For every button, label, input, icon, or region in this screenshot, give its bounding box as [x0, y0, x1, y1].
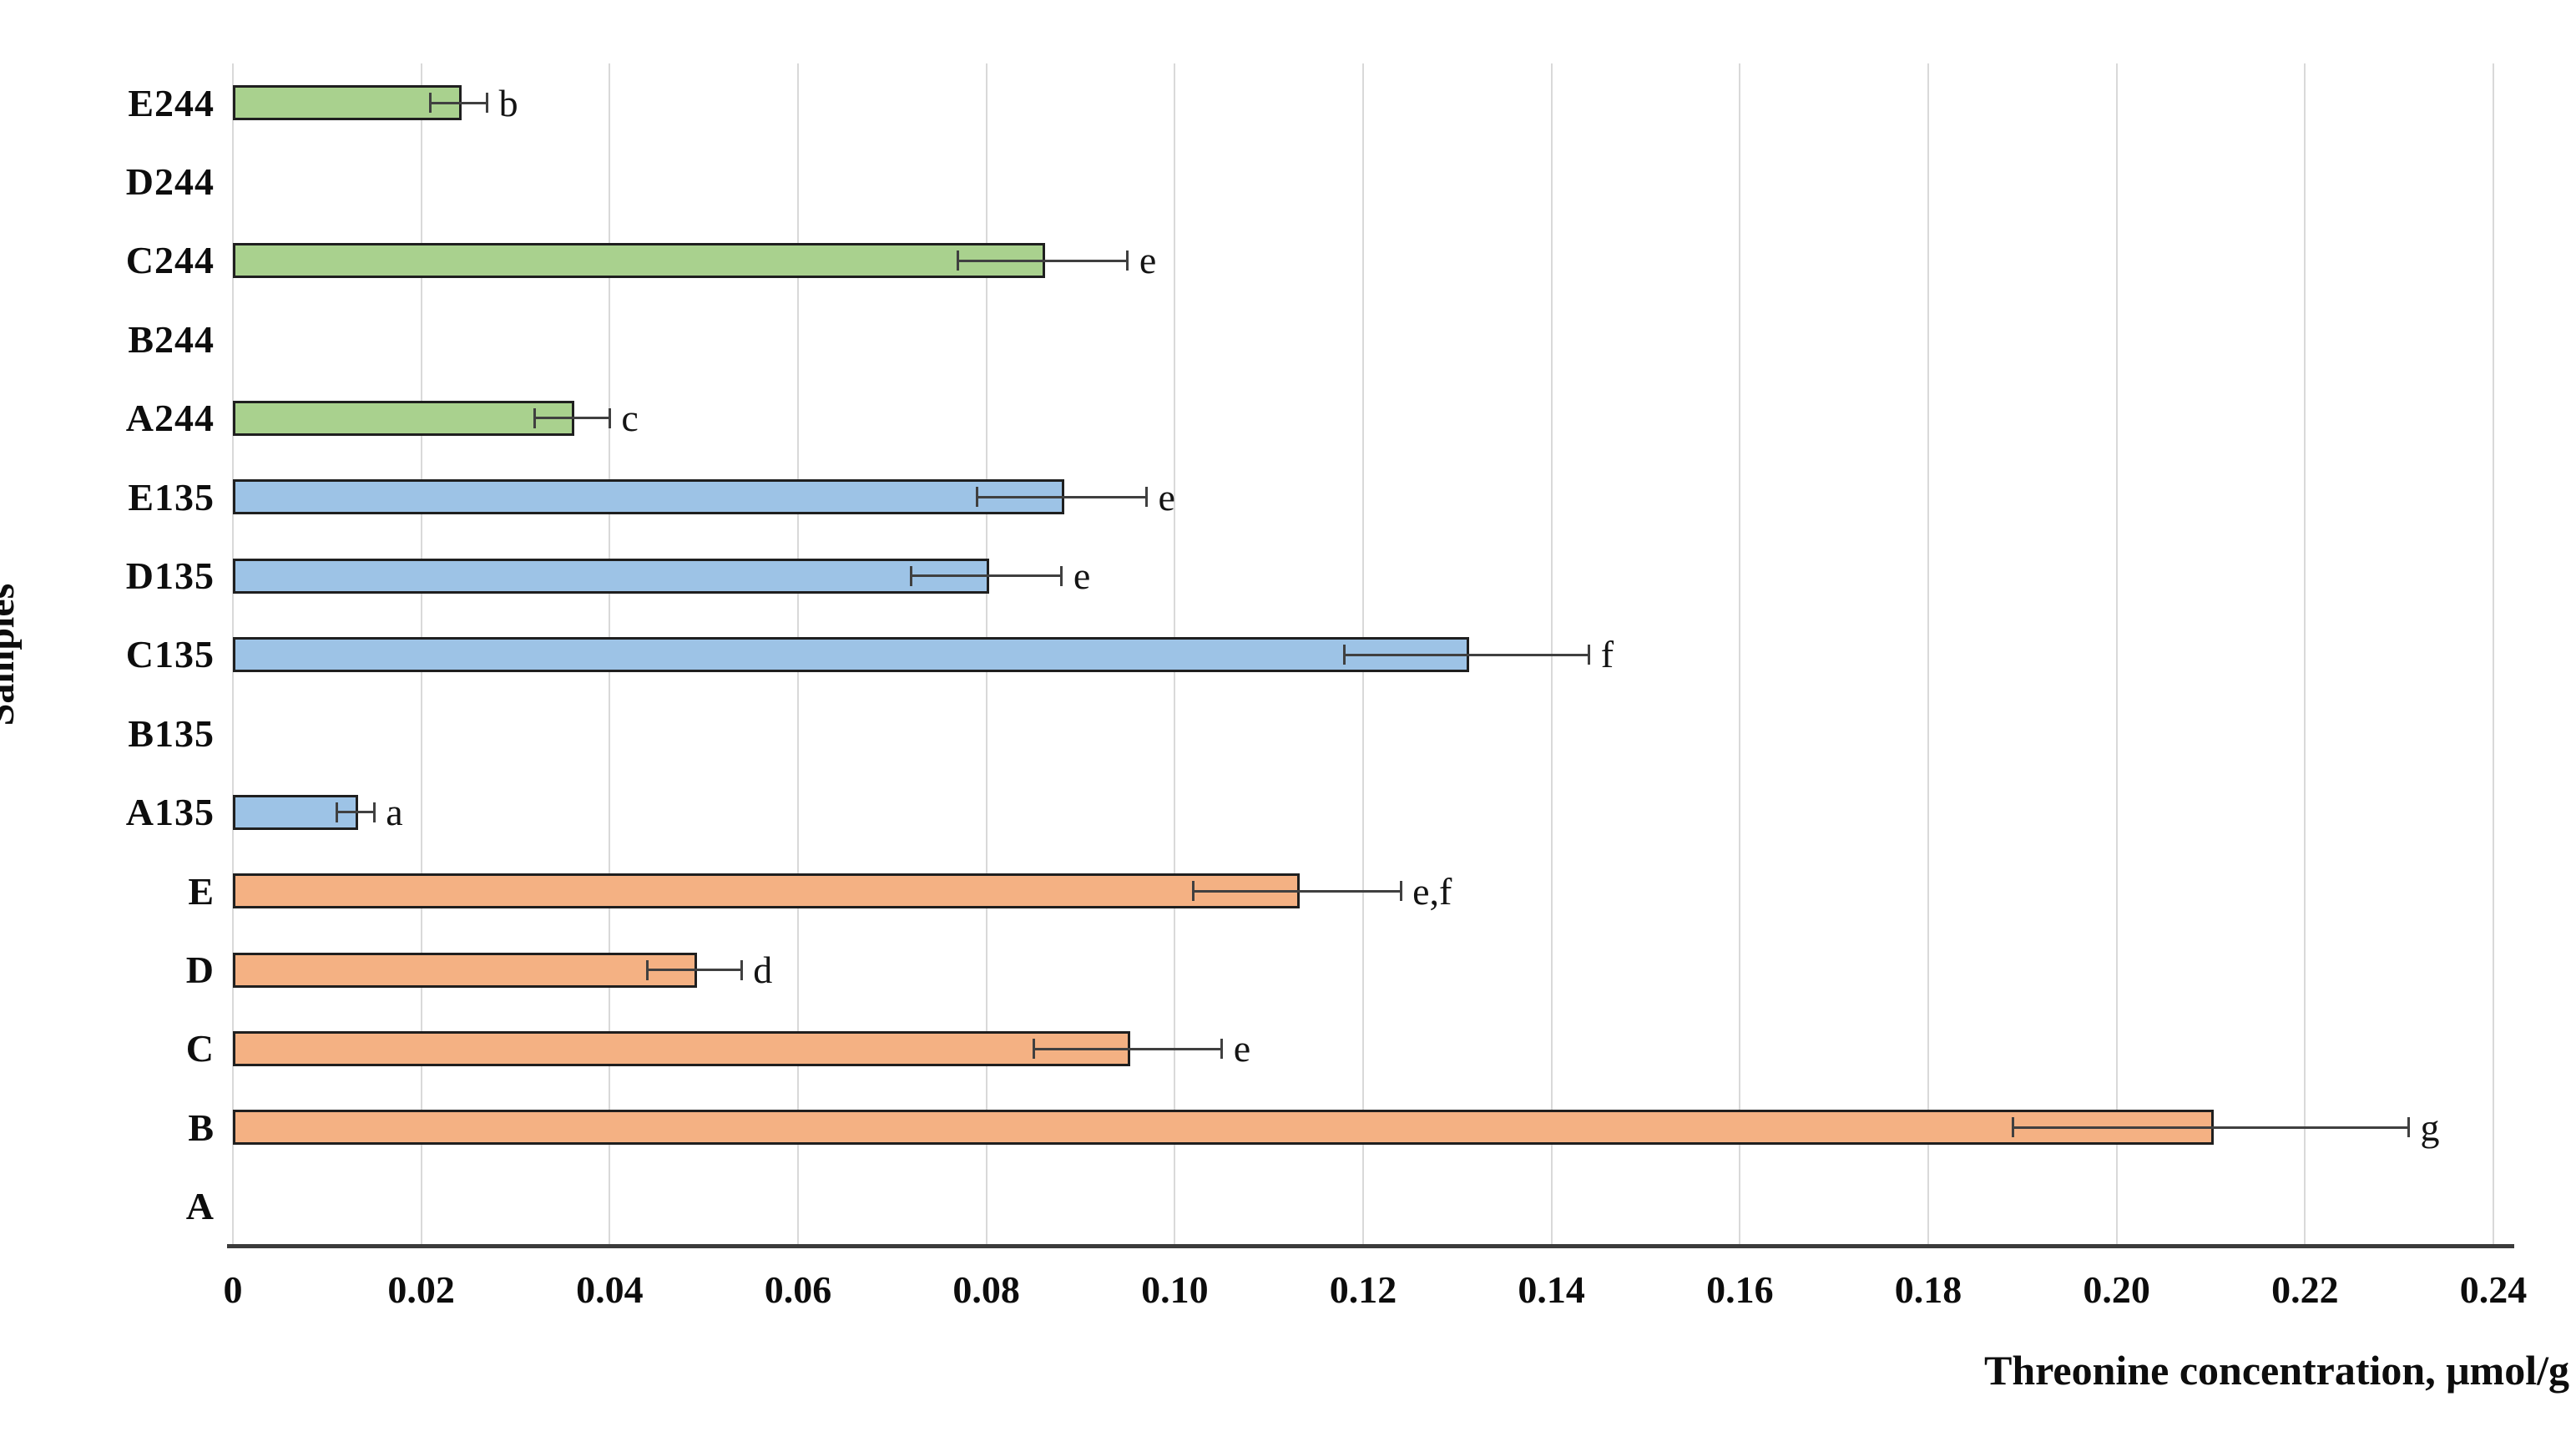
- error-bar-cap-left: [1192, 881, 1195, 902]
- y-category-label: D: [185, 949, 215, 992]
- y-category-label: B: [188, 1105, 215, 1149]
- error-bar-cap-right: [1060, 565, 1063, 586]
- y-category-label: D135: [125, 554, 215, 598]
- error-bar-cap-right: [740, 959, 743, 980]
- error-bar-cap-right: [372, 802, 376, 822]
- x-axis-line: [227, 1244, 2514, 1248]
- x-tick-label: 0.04: [576, 1268, 644, 1311]
- x-tick-label: 0.06: [764, 1268, 832, 1311]
- error-bar-line: [1344, 653, 1589, 656]
- error-bar-cap-left: [957, 250, 960, 271]
- bar: [233, 873, 1301, 909]
- y-category-label: C135: [125, 633, 215, 676]
- error-bar-cap-left: [2012, 1117, 2015, 1138]
- error-bar-line: [430, 101, 487, 104]
- y-category-label: C244: [125, 239, 215, 282]
- bar: [233, 558, 989, 594]
- y-category-label: E: [188, 869, 215, 913]
- x-tick-label: 0.08: [952, 1268, 1020, 1311]
- x-tick-label: 0.18: [1894, 1268, 1962, 1311]
- error-bar-cap-right: [1220, 1039, 1224, 1059]
- significance-label: d: [753, 949, 773, 992]
- y-category-label: C: [185, 1027, 215, 1070]
- significance-label: b: [498, 81, 518, 124]
- error-bar-cap-left: [533, 407, 536, 428]
- significance-label: c: [621, 397, 639, 440]
- error-bar-cap-right: [608, 407, 611, 428]
- x-tick-label: 0: [223, 1268, 243, 1311]
- y-category-label: E244: [128, 81, 215, 124]
- x-tick-label: 0.12: [1329, 1268, 1397, 1311]
- error-bar-line: [911, 574, 1062, 578]
- bar: [233, 637, 1470, 672]
- error-bar-cap-right: [1588, 645, 1591, 665]
- error-bar-line: [957, 259, 1128, 262]
- gridline: [1739, 63, 1741, 1246]
- gridline: [1927, 63, 1929, 1246]
- significance-label: a: [386, 791, 403, 834]
- significance-label: f: [1600, 633, 1614, 676]
- bar: [233, 952, 697, 988]
- error-bar-line: [2013, 1126, 2409, 1129]
- y-axis-title: Samples: [0, 583, 23, 726]
- significance-label: e: [1233, 1027, 1251, 1070]
- gridline: [2304, 63, 2306, 1246]
- error-bar-cap-left: [429, 93, 432, 114]
- y-category-label: A244: [125, 397, 215, 440]
- error-bar-cap-left: [1032, 1039, 1035, 1059]
- y-category-label: E135: [128, 475, 215, 519]
- x-tick-label: 0.02: [387, 1268, 455, 1311]
- error-bar-line: [534, 417, 610, 420]
- significance-label: e: [1139, 239, 1157, 282]
- y-category-label: A: [185, 1185, 215, 1228]
- error-bar-cap-right: [486, 93, 489, 114]
- error-bar-cap-left: [335, 802, 338, 822]
- y-category-label: D244: [125, 160, 215, 204]
- x-tick-label: 0.10: [1141, 1268, 1209, 1311]
- error-bar-line: [336, 811, 375, 814]
- bar: [233, 85, 462, 121]
- error-bar-cap-left: [909, 565, 912, 586]
- significance-label: e,f: [1412, 869, 1452, 913]
- y-category-label: A135: [125, 791, 215, 834]
- error-bar-line: [1193, 889, 1402, 893]
- y-category-label: B244: [128, 317, 215, 361]
- gridline: [2493, 63, 2494, 1246]
- error-bar-line: [977, 495, 1147, 498]
- error-bar-line: [647, 969, 742, 972]
- x-tick-label: 0.22: [2271, 1268, 2339, 1311]
- x-axis-title: Threonine concentration, μmol/g: [1983, 1347, 2569, 1394]
- x-tick-label: 0.14: [1518, 1268, 1585, 1311]
- error-bar-cap-right: [2407, 1117, 2410, 1138]
- error-bar-cap-right: [1126, 250, 1129, 271]
- significance-label: g: [2420, 1105, 2440, 1149]
- x-tick-label: 0.20: [2083, 1268, 2150, 1311]
- x-tick-label: 0.16: [1706, 1268, 1774, 1311]
- x-tick-label: 0.24: [2459, 1268, 2528, 1311]
- error-bar-cap-left: [1342, 645, 1346, 665]
- y-category-label: B135: [128, 711, 215, 755]
- bar: [233, 243, 1046, 278]
- bar: [233, 479, 1064, 515]
- error-bar-cap-left: [975, 487, 978, 508]
- error-bar-cap-right: [1144, 487, 1148, 508]
- gridline: [2115, 63, 2118, 1246]
- bar: [233, 1031, 1130, 1066]
- significance-label: e: [1158, 475, 1175, 519]
- bar: [233, 1110, 2214, 1146]
- error-bar-cap-left: [645, 959, 649, 980]
- error-bar-cap-right: [1399, 881, 1402, 902]
- significance-label: e: [1073, 554, 1091, 598]
- bar: [233, 400, 575, 436]
- error-bar-line: [1033, 1047, 1222, 1050]
